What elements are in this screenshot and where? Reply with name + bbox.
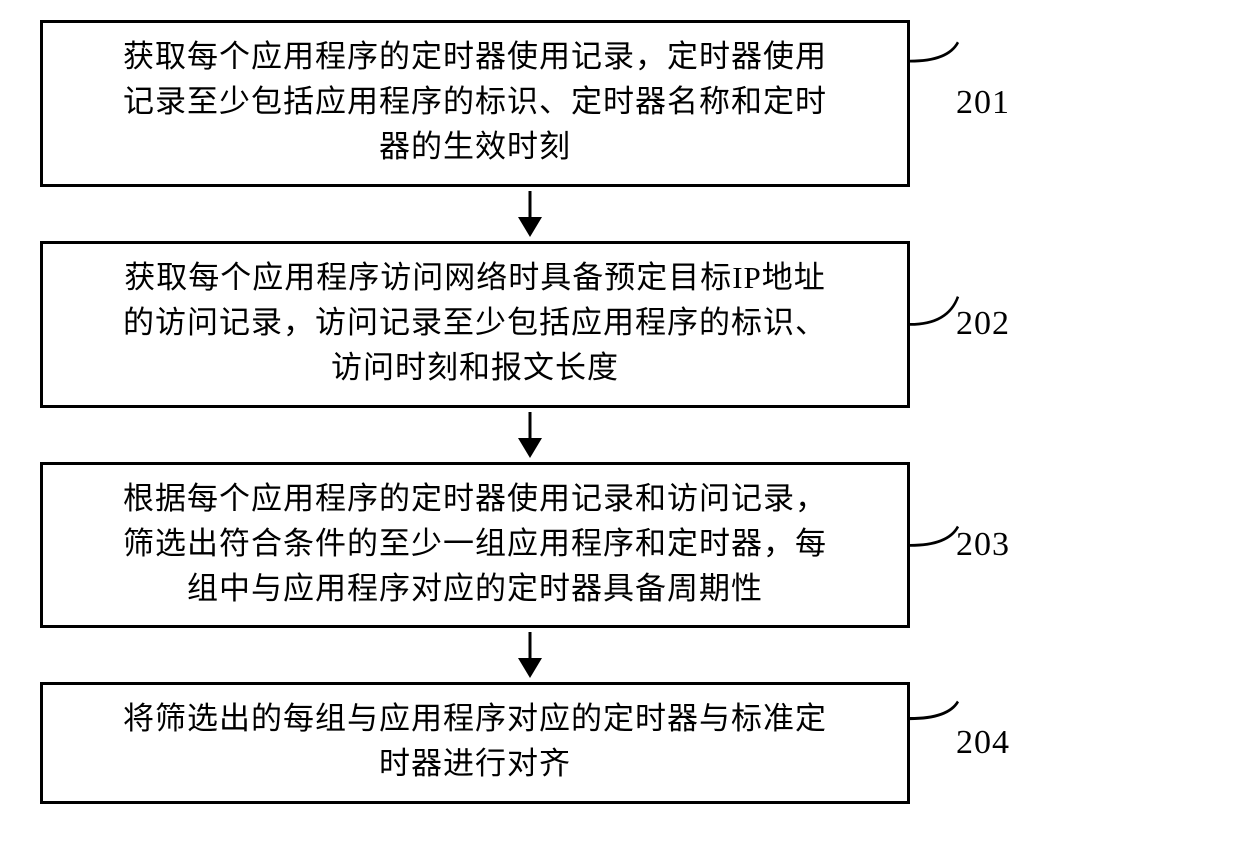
step-label: 204 (956, 724, 1010, 762)
step-label: 201 (956, 84, 1010, 122)
flow-arrow-icon (510, 632, 550, 678)
flow-arrow-icon (510, 191, 550, 237)
step-text-line: 组中与应用程序对应的定时器具备周期性 (187, 571, 763, 606)
step-row: 获取每个应用程序访问网络时具备预定目标IP地址 的访问记录，访问记录至少包括应用… (40, 241, 1020, 408)
step-text-line: 器的生效时刻 (379, 129, 571, 164)
step-box-202: 获取每个应用程序访问网络时具备预定目标IP地址 的访问记录，访问记录至少包括应用… (40, 241, 910, 408)
step-label: 202 (956, 305, 1010, 343)
flow-arrow-icon (510, 412, 550, 458)
step-text-line: 根据每个应用程序的定时器使用记录和访问记录， (123, 481, 827, 516)
step-text-line: 访问时刻和报文长度 (331, 350, 619, 385)
step-box-203: 根据每个应用程序的定时器使用记录和访问记录， 筛选出符合条件的至少一组应用程序和… (40, 462, 910, 629)
step-box-201: 获取每个应用程序的定时器使用记录，定时器使用 记录至少包括应用程序的标识、定时器… (40, 20, 910, 187)
step-box-204: 将筛选出的每组与应用程序对应的定时器与标准定 时器进行对齐 (40, 682, 910, 804)
step-text-line: 时器进行对齐 (379, 746, 571, 781)
step-row: 将筛选出的每组与应用程序对应的定时器与标准定 时器进行对齐 204 (40, 682, 1020, 804)
flowchart-container: 获取每个应用程序的定时器使用记录，定时器使用 记录至少包括应用程序的标识、定时器… (40, 20, 1020, 804)
step-text-line: 筛选出符合条件的至少一组应用程序和定时器，每 (123, 526, 827, 561)
step-text-line: 获取每个应用程序访问网络时具备预定目标IP地址 (124, 260, 826, 295)
step-row: 根据每个应用程序的定时器使用记录和访问记录， 筛选出符合条件的至少一组应用程序和… (40, 462, 1020, 629)
step-row: 获取每个应用程序的定时器使用记录，定时器使用 记录至少包括应用程序的标识、定时器… (40, 20, 1020, 187)
step-text-line: 获取每个应用程序的定时器使用记录，定时器使用 (123, 39, 827, 74)
step-text-line: 的访问记录，访问记录至少包括应用程序的标识、 (123, 305, 827, 340)
step-text-line: 将筛选出的每组与应用程序对应的定时器与标准定 (123, 701, 827, 736)
step-label: 203 (956, 526, 1010, 564)
step-text-line: 记录至少包括应用程序的标识、定时器名称和定时 (123, 84, 827, 119)
